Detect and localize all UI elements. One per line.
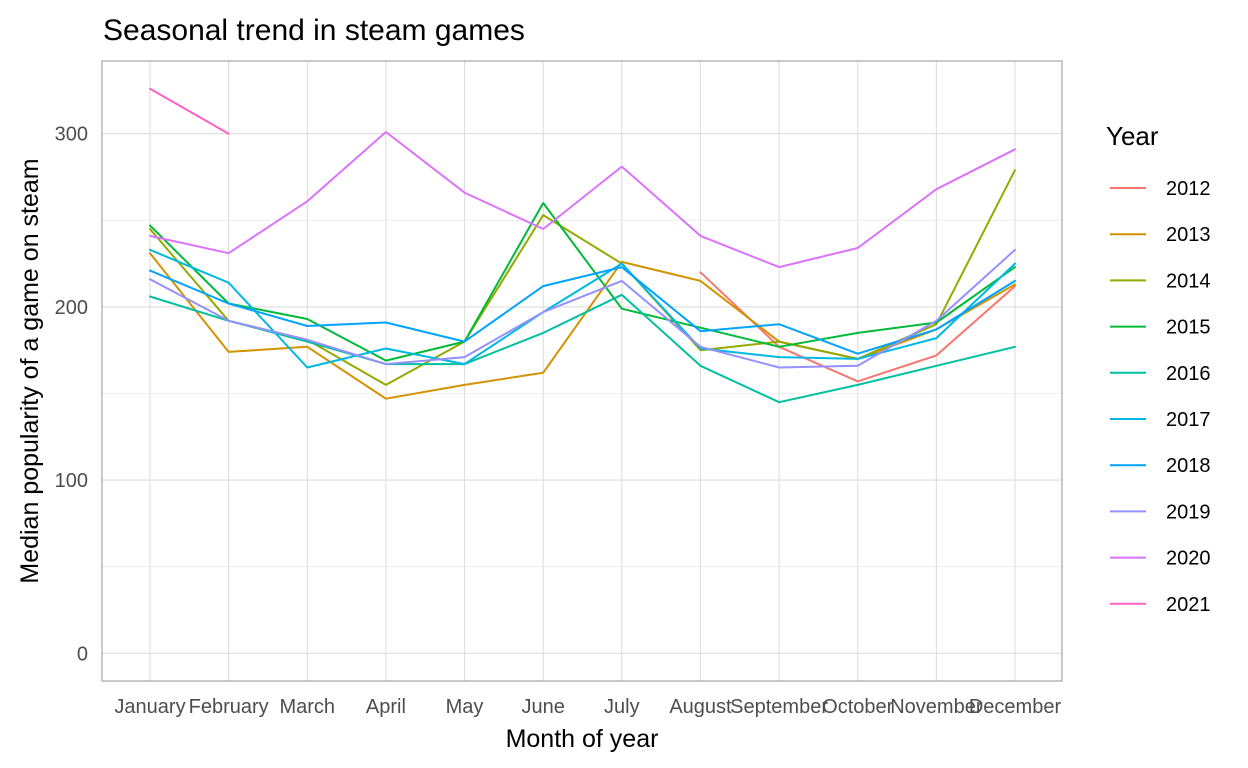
series-lines: [149, 87, 1016, 404]
x-axis-title: Month of year: [506, 725, 659, 753]
series-line-2018: [149, 266, 1016, 355]
x-tick-label: January: [114, 696, 185, 718]
legend-label-2014: 2014: [1166, 270, 1211, 292]
chart-title: Seasonal trend in steam games: [103, 14, 525, 47]
x-axis-ticks: January February March April May June July Augu…: [114, 696, 1061, 718]
legend-title: Year: [1106, 121, 1159, 151]
legend-label-2015: 2015: [1166, 317, 1211, 339]
x-tick-label: June: [521, 696, 564, 718]
legend-label-2016: 2016: [1166, 363, 1211, 385]
x-tick-label: March: [279, 696, 335, 718]
series-line-2013: [149, 252, 1016, 400]
series-line-2015: [149, 202, 1016, 362]
legend-label-2019: 2019: [1166, 501, 1211, 523]
series-line-2017: [149, 248, 1016, 369]
legend-label-2020: 2020: [1166, 548, 1211, 570]
panel-border: [101, 60, 1063, 682]
y-tick-label: 200: [55, 297, 88, 319]
x-tick-label: November: [890, 696, 983, 718]
x-tick-label: July: [604, 696, 640, 718]
y-tick-label: 300: [55, 124, 88, 146]
y-axis-title: Median popularity of a game on steam: [16, 158, 44, 583]
x-tick-label: February: [189, 696, 269, 718]
y-tick-label: 0: [77, 643, 88, 665]
legend-label-2013: 2013: [1166, 224, 1211, 246]
x-tick-label: April: [366, 696, 406, 718]
legend-label-2018: 2018: [1166, 455, 1211, 477]
series-line-2021: [149, 87, 230, 135]
legend-label-2017: 2017: [1166, 409, 1211, 431]
x-tick-label: December: [969, 696, 1062, 718]
y-axis-ticks: 0 100 200 300: [55, 124, 88, 666]
x-tick-label: August: [669, 696, 732, 718]
x-tick-label: September: [730, 696, 828, 718]
series-line-2019: [149, 248, 1016, 369]
legend: Year 2012 2013 2014 2015 2016 2017 2018 2019 202…: [1106, 121, 1211, 616]
x-tick-label: October: [822, 696, 893, 718]
series-line-2020: [149, 131, 1016, 269]
y-tick-label: 100: [55, 470, 88, 492]
x-tick-label: May: [446, 696, 484, 718]
series-line-2016: [149, 293, 1016, 404]
legend-label-2021: 2021: [1166, 594, 1211, 616]
legend-label-2012: 2012: [1166, 178, 1211, 200]
